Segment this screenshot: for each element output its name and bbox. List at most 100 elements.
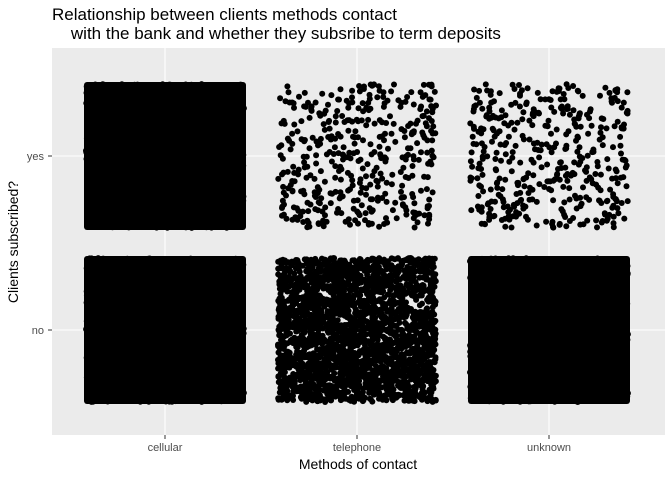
data-point xyxy=(147,364,154,370)
data-point xyxy=(514,119,521,126)
data-point xyxy=(558,103,565,110)
data-point xyxy=(128,185,135,192)
data-point xyxy=(607,186,614,193)
data-point xyxy=(391,316,397,323)
data-point xyxy=(284,135,291,142)
data-point xyxy=(216,186,222,193)
data-point xyxy=(579,155,586,162)
data-point xyxy=(198,274,205,281)
data-point xyxy=(96,134,103,141)
data-point xyxy=(171,372,178,379)
data-point xyxy=(606,89,613,96)
data-point xyxy=(583,194,590,201)
data-point xyxy=(338,210,345,217)
data-point xyxy=(173,380,180,386)
data-point xyxy=(232,181,239,187)
data-point xyxy=(161,272,167,279)
data-point xyxy=(185,303,192,310)
data-point xyxy=(97,363,104,370)
data-point xyxy=(216,180,223,187)
data-point xyxy=(580,184,586,191)
data-point xyxy=(311,175,318,182)
data-point xyxy=(531,111,538,117)
data-point xyxy=(229,117,236,124)
data-point xyxy=(117,208,124,215)
data-point xyxy=(517,189,524,196)
data-point xyxy=(575,161,582,168)
data-point xyxy=(510,201,517,208)
data-point xyxy=(173,216,180,223)
data-point xyxy=(131,338,138,345)
data-point xyxy=(388,181,395,188)
data-point xyxy=(197,134,204,141)
data-point xyxy=(108,195,115,202)
data-point xyxy=(487,186,494,193)
data-point xyxy=(97,371,104,378)
data-point xyxy=(228,204,235,211)
data-point xyxy=(597,92,603,99)
data-point xyxy=(122,282,128,289)
data-point xyxy=(176,126,183,133)
data-point xyxy=(375,83,382,90)
data-point xyxy=(143,112,149,119)
data-point xyxy=(175,141,182,148)
data-point xyxy=(385,145,391,152)
data-point xyxy=(285,324,292,331)
data-point xyxy=(223,144,230,151)
data-point xyxy=(201,347,208,354)
data-point xyxy=(430,154,437,161)
data-point xyxy=(98,310,105,317)
data-point xyxy=(605,165,612,172)
data-point xyxy=(87,113,94,120)
data-point xyxy=(337,86,344,93)
data-point xyxy=(355,210,362,217)
data-point xyxy=(92,189,99,196)
data-point xyxy=(617,142,624,149)
data-point xyxy=(166,292,173,299)
data-point xyxy=(165,152,172,159)
data-point xyxy=(108,279,114,286)
data-point xyxy=(563,223,570,230)
data-point xyxy=(388,130,395,137)
data-point xyxy=(218,285,225,292)
data-point xyxy=(561,199,568,206)
data-point xyxy=(155,363,161,370)
data-point xyxy=(153,224,160,231)
data-point xyxy=(121,256,128,263)
data-point xyxy=(102,329,109,336)
data-point xyxy=(92,379,98,386)
data-point xyxy=(105,174,112,181)
data-point xyxy=(618,200,625,206)
data-point xyxy=(547,97,554,103)
data-point xyxy=(563,142,570,149)
data-point xyxy=(487,206,494,212)
data-point xyxy=(216,362,223,369)
data-point xyxy=(126,297,133,304)
data-point xyxy=(594,224,600,231)
data-point xyxy=(171,359,178,366)
data-point xyxy=(142,389,149,395)
data-point xyxy=(162,128,169,135)
data-point xyxy=(223,379,230,386)
data-point xyxy=(193,273,200,280)
data-point xyxy=(300,187,307,194)
data-point xyxy=(302,103,309,110)
data-point xyxy=(367,141,374,148)
data-point xyxy=(504,203,511,210)
data-point xyxy=(159,81,166,88)
data-point xyxy=(145,287,152,294)
data-point xyxy=(499,186,506,193)
data-point xyxy=(233,127,240,134)
data-point xyxy=(213,191,220,198)
data-point xyxy=(355,105,362,112)
data-point xyxy=(424,149,431,156)
data-point xyxy=(234,91,241,98)
data-point xyxy=(495,115,502,122)
data-point xyxy=(180,339,187,346)
data-point xyxy=(308,106,315,113)
data-point xyxy=(145,398,152,405)
data-point xyxy=(423,186,430,193)
data-point xyxy=(525,190,532,196)
data-point xyxy=(195,112,202,119)
data-point xyxy=(83,83,90,90)
